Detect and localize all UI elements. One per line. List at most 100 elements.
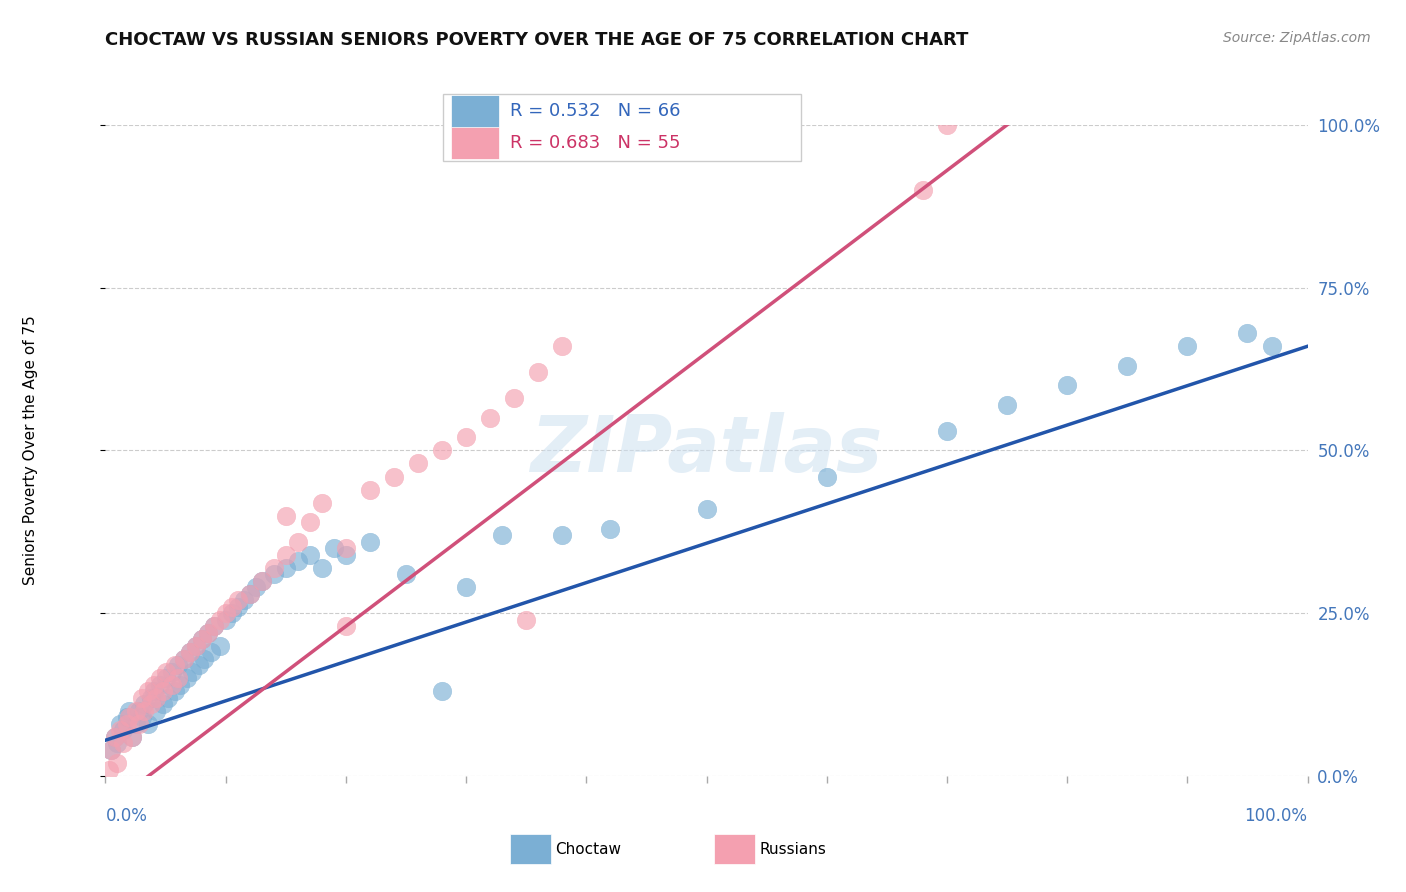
Point <box>121 730 143 744</box>
Text: Russians: Russians <box>759 842 827 856</box>
Point <box>98 763 121 777</box>
Point <box>121 730 143 744</box>
Text: Source: ZipAtlas.com: Source: ZipAtlas.com <box>1223 31 1371 45</box>
Text: 0.0%: 0.0% <box>105 807 148 825</box>
Point <box>551 339 574 353</box>
Point <box>208 639 231 653</box>
Point <box>132 704 155 718</box>
Point <box>173 652 195 666</box>
Point <box>139 698 162 712</box>
Point <box>359 534 381 549</box>
Point <box>298 515 321 529</box>
Point <box>169 678 191 692</box>
Point <box>136 684 159 698</box>
Point <box>142 684 165 698</box>
Point <box>152 684 174 698</box>
Point <box>145 690 167 705</box>
Point <box>226 599 249 614</box>
Point <box>1056 378 1078 392</box>
Point <box>515 613 537 627</box>
Point <box>263 567 285 582</box>
Point <box>202 619 225 633</box>
Point <box>152 698 174 712</box>
Point <box>139 690 162 705</box>
Point <box>118 704 141 718</box>
Point <box>107 756 129 770</box>
Point <box>1175 339 1198 353</box>
Point <box>287 534 309 549</box>
Point <box>214 607 236 621</box>
Point <box>503 392 526 406</box>
Point <box>1116 359 1139 373</box>
Point <box>214 613 236 627</box>
Point <box>1260 339 1282 353</box>
Point <box>274 548 297 562</box>
Point <box>124 704 146 718</box>
Point <box>104 730 127 744</box>
Point <box>245 580 267 594</box>
Point <box>108 717 131 731</box>
Point <box>115 717 138 731</box>
Point <box>115 710 138 724</box>
Point <box>911 183 934 197</box>
Point <box>936 424 959 438</box>
Point <box>221 607 243 621</box>
Point <box>160 678 183 692</box>
Text: R = 0.683   N = 55: R = 0.683 N = 55 <box>510 134 681 152</box>
Point <box>145 704 167 718</box>
Point <box>118 710 141 724</box>
Point <box>166 658 188 673</box>
Point <box>696 502 718 516</box>
Point <box>173 652 195 666</box>
Text: Choctaw: Choctaw <box>555 842 621 856</box>
Point <box>100 743 122 757</box>
Point <box>156 690 179 705</box>
Point <box>184 639 207 653</box>
Point <box>166 671 188 685</box>
Point <box>200 645 222 659</box>
Point <box>197 625 219 640</box>
Point <box>190 632 212 647</box>
Point <box>287 554 309 568</box>
Point <box>188 658 211 673</box>
Point <box>491 528 513 542</box>
Point <box>124 717 146 731</box>
Text: R = 0.532   N = 66: R = 0.532 N = 66 <box>510 103 681 120</box>
Point <box>193 652 215 666</box>
Point <box>112 737 135 751</box>
Point <box>142 678 165 692</box>
Point <box>335 541 357 555</box>
Point <box>454 430 477 444</box>
Point <box>190 632 212 647</box>
Point <box>335 619 357 633</box>
Point <box>155 665 177 679</box>
Point <box>1236 326 1258 341</box>
Point <box>298 548 321 562</box>
Point <box>179 645 201 659</box>
Point <box>250 574 273 588</box>
Point <box>382 469 405 483</box>
Point <box>165 684 187 698</box>
Point <box>226 593 249 607</box>
Point <box>128 704 150 718</box>
Point <box>221 599 243 614</box>
Text: ZIPatlas: ZIPatlas <box>530 412 883 489</box>
Point <box>128 717 150 731</box>
Point <box>430 684 453 698</box>
Point <box>107 737 129 751</box>
Point <box>160 665 183 679</box>
Point <box>263 560 285 574</box>
Point <box>179 645 201 659</box>
Text: CHOCTAW VS RUSSIAN SENIORS POVERTY OVER THE AGE OF 75 CORRELATION CHART: CHOCTAW VS RUSSIAN SENIORS POVERTY OVER … <box>105 31 969 49</box>
Point <box>148 678 170 692</box>
Point <box>250 574 273 588</box>
Point <box>274 508 297 523</box>
Point <box>322 541 344 555</box>
Point <box>359 483 381 497</box>
Point <box>232 593 254 607</box>
Point <box>995 398 1018 412</box>
Point <box>551 528 574 542</box>
Point <box>104 730 127 744</box>
Point <box>148 671 170 685</box>
Point <box>202 619 225 633</box>
